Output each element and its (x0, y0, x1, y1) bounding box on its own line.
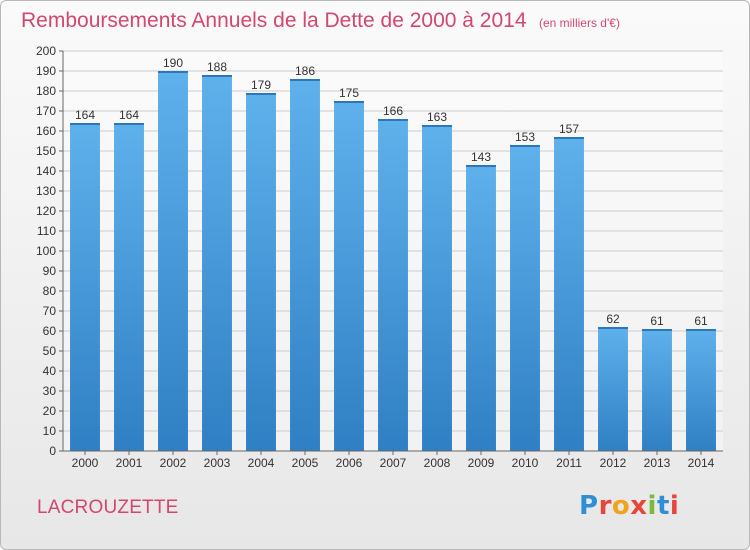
bar-cap (378, 119, 408, 121)
bar-2007 (378, 119, 408, 451)
bar-2013 (642, 329, 672, 451)
value-label: 163 (427, 110, 447, 124)
value-label: 62 (606, 312, 620, 326)
y-tick-label: 130 (36, 184, 56, 198)
y-tick-label: 110 (37, 224, 56, 238)
bar-2011 (554, 137, 584, 451)
y-tick-label: 160 (36, 124, 56, 138)
x-tick-label: 2002 (160, 456, 187, 470)
bar-2010 (510, 145, 540, 451)
x-tick-label: 2001 (116, 456, 143, 470)
value-label: 153 (515, 130, 535, 144)
bar-cap (202, 75, 232, 77)
y-tick-label: 60 (43, 324, 57, 338)
x-tick-label: 2009 (468, 456, 495, 470)
bar-cap (686, 329, 716, 331)
value-label: 188 (207, 60, 227, 74)
value-label: 166 (383, 104, 403, 118)
bar-cap (70, 123, 100, 125)
y-tick-label: 30 (43, 384, 57, 398)
proxiti-logo: Proxiti (579, 491, 680, 521)
chart-subtitle: (en milliers d'€) (538, 16, 620, 30)
chart-title: Remboursements Annuels de la Dette de 20… (21, 9, 527, 32)
y-tick-label: 170 (36, 104, 56, 118)
x-tick-label: 2004 (248, 456, 275, 470)
bar-2003 (202, 75, 232, 451)
x-tick-label: 2011 (556, 456, 582, 470)
bar-cap (554, 137, 584, 139)
title-line: Remboursements Annuels de la Dette de 20… (21, 9, 620, 33)
value-label: 186 (295, 64, 315, 78)
x-tick-label: 2014 (688, 456, 715, 470)
x-tick-label: 2012 (600, 456, 627, 470)
bar-cap (158, 71, 188, 73)
bar-cap (114, 123, 144, 125)
bar-cap (422, 125, 452, 127)
bar-cap (246, 93, 276, 95)
x-tick-label: 2007 (380, 456, 407, 470)
bar-cap (290, 79, 320, 81)
value-label: 179 (251, 78, 271, 92)
x-tick-label: 2000 (72, 456, 99, 470)
x-tick-label: 2006 (336, 456, 363, 470)
bar-2002 (158, 71, 188, 451)
y-tick-label: 100 (36, 244, 56, 258)
value-label: 175 (339, 86, 359, 100)
y-tick-label: 50 (43, 344, 57, 358)
value-label: 143 (471, 150, 491, 164)
value-label: 61 (650, 314, 664, 328)
x-tick-label: 2013 (644, 456, 671, 470)
bar-2004 (246, 93, 276, 451)
x-tick-label: 2003 (204, 456, 231, 470)
bar-2014 (686, 329, 716, 451)
y-tick-label: 200 (36, 44, 56, 58)
bar-2005 (290, 79, 320, 451)
y-tick-label: 90 (43, 264, 57, 278)
y-tick-label: 20 (43, 404, 57, 418)
x-tick-label: 2010 (512, 456, 539, 470)
value-label: 157 (559, 122, 579, 136)
value-label: 164 (75, 108, 95, 122)
y-tick-label: 190 (36, 64, 56, 78)
bar-2012 (598, 327, 628, 451)
y-tick-label: 40 (43, 364, 57, 378)
bar-cap (466, 165, 496, 167)
y-tick-label: 10 (43, 424, 57, 438)
commune-name: LACROUZETTE (37, 497, 179, 518)
y-tick-label: 80 (43, 284, 57, 298)
y-tick-label: 180 (36, 84, 56, 98)
bar-cap (598, 327, 628, 329)
y-tick-label: 70 (43, 304, 57, 318)
bar-2006 (334, 101, 364, 451)
y-tick-label: 140 (36, 164, 56, 178)
y-tick-label: 150 (36, 144, 56, 158)
bar-cap (334, 101, 364, 103)
value-label: 190 (163, 56, 183, 70)
bar-2009 (466, 165, 496, 451)
value-label: 61 (694, 314, 708, 328)
x-tick-label: 2008 (424, 456, 451, 470)
bar-2000 (70, 123, 100, 451)
x-tick-label: 2005 (292, 456, 319, 470)
bar-2008 (422, 125, 452, 451)
bar-cap (510, 145, 540, 147)
bar-cap (642, 329, 672, 331)
y-tick-label: 120 (36, 204, 56, 218)
y-tick-label: 0 (49, 444, 56, 458)
value-label: 164 (119, 108, 139, 122)
bar-2001 (114, 123, 144, 451)
